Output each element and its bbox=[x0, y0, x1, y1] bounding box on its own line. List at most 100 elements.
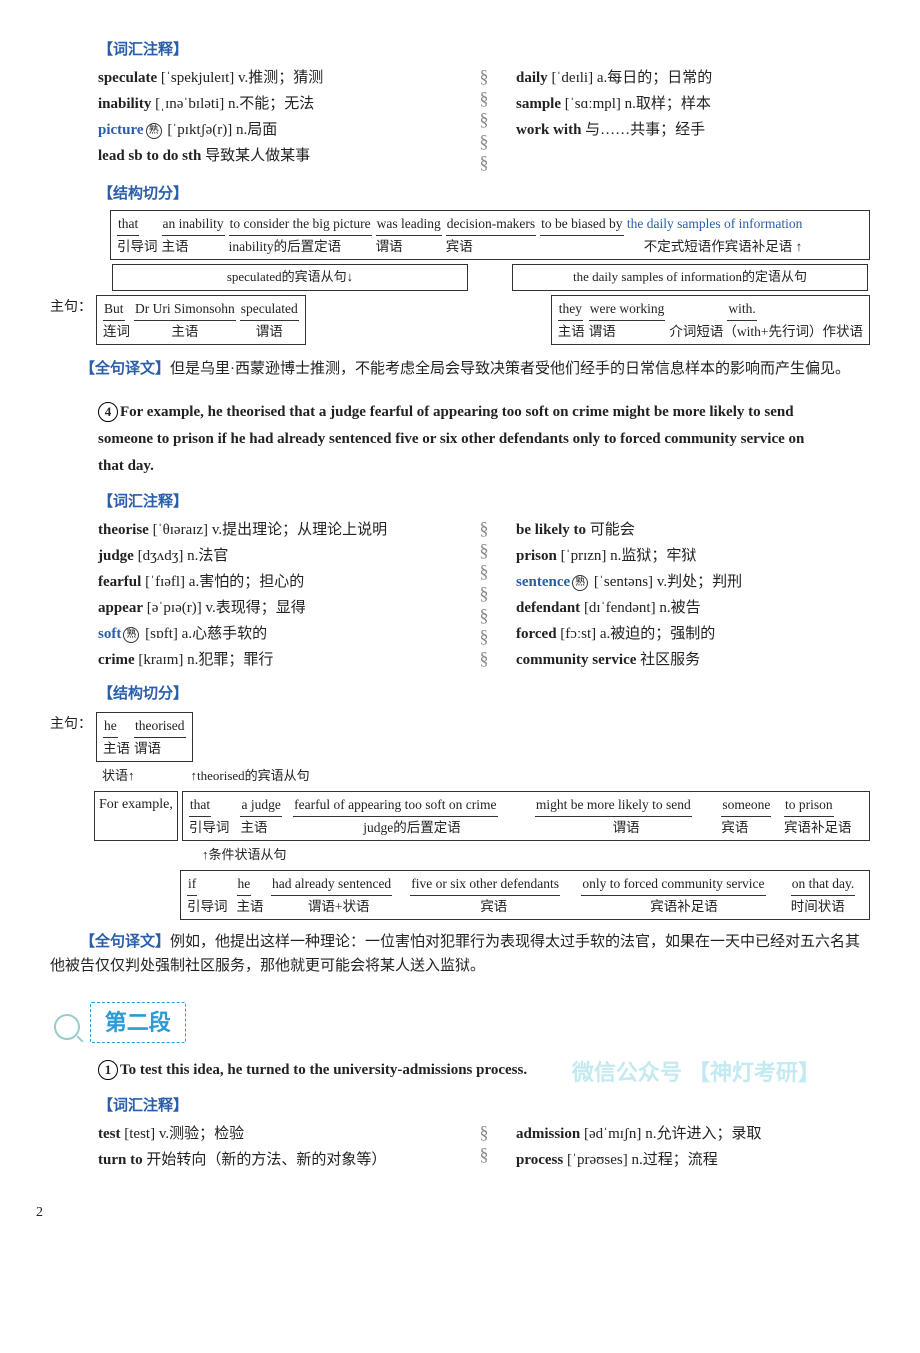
d2r1-4: someone bbox=[721, 794, 771, 817]
d2r2-l1: 主语 bbox=[235, 896, 269, 918]
vocab-item: daily [ˈdeɪli] a.每日的；日常的 bbox=[516, 66, 890, 90]
d1-l2: inability的后置定语 bbox=[227, 236, 374, 258]
d2r2-2: had already sentenced bbox=[271, 873, 392, 896]
d1-that: that bbox=[117, 213, 139, 236]
vocab-head: inability bbox=[98, 96, 151, 112]
vocab-def: v.测验；检验 bbox=[159, 1126, 244, 1142]
d1-mid-left: speculated的宾语从句↓ bbox=[112, 264, 468, 291]
trans-text-2: 例如，他提出这样一种理论：一位害怕对犯罪行为表现得太过手软的法官，如果在一天中已… bbox=[50, 934, 860, 974]
d2r2-l4: 宾语补足语 bbox=[579, 896, 788, 918]
d1b-l0: 连词 bbox=[101, 321, 132, 343]
d1b-l1: 主语 bbox=[132, 321, 238, 343]
d2r1-1: a judge bbox=[240, 794, 281, 817]
vocab-def: n.局面 bbox=[236, 122, 277, 138]
d2r2-4: only to forced community service bbox=[581, 873, 765, 896]
vocab-item: process [ˈprəʊses] n.过程；流程 bbox=[516, 1148, 890, 1172]
vocab-col-left-3: test [test] v.测验；检验 turn to 开始转向（新的方法、新的对… bbox=[98, 1122, 472, 1174]
d1-l5: 不定式短语作宾语补足语 ↑ bbox=[538, 236, 804, 258]
vocab-head: turn to bbox=[98, 1152, 143, 1168]
vocab-block-2: theorise [ˈθɪəraɪz] v.提出理论；从理论上说明judge [… bbox=[98, 518, 890, 674]
vocab-pron: [dɪˈfendənt] bbox=[584, 600, 656, 616]
vocab-item: community service 社区服务 bbox=[516, 648, 890, 672]
d2r2-l5: 时间状语 bbox=[789, 896, 865, 918]
vocab-pron: [ədˈmɪʃn] bbox=[584, 1126, 641, 1142]
vocab-title-3: 【词汇注释】 bbox=[98, 1094, 890, 1118]
d1-l0: 引导词 bbox=[115, 236, 160, 258]
vocab-def: n.取样；样本 bbox=[625, 96, 711, 112]
vocab-pron: [ˈprɪzn] bbox=[561, 548, 607, 564]
vocab-item: sentence熟 [ˈsentəns] v.判处；判刑 bbox=[516, 570, 890, 594]
d1c-l1: 谓语 bbox=[587, 321, 668, 343]
page-number: 2 bbox=[36, 1202, 890, 1224]
d2-adv-box: For example, bbox=[94, 791, 178, 841]
d1-comp: to be biased by bbox=[540, 213, 623, 236]
vocab-pron: [ˌɪnəˈbɪləti] bbox=[155, 96, 224, 112]
vocab-pron: [ˈθɪəraɪz] bbox=[153, 522, 208, 538]
translation-2: 【全句译文】例如，他提出这样一种理论：一位害怕对犯罪行为表现得太过手软的法官，如… bbox=[50, 930, 870, 978]
vocab-def: n.被告 bbox=[659, 600, 700, 616]
vocab-block-3: test [test] v.测验；检验 turn to 开始转向（新的方法、新的对… bbox=[98, 1122, 890, 1174]
d2r2-3: five or six other defendants bbox=[410, 873, 560, 896]
vocab-pron: [ˈdeɪli] bbox=[551, 70, 593, 86]
d2r1-l1: 主语 bbox=[238, 817, 291, 839]
vocab-def: n.犯罪；罪行 bbox=[187, 652, 273, 668]
d1-obj: decision-makers bbox=[446, 213, 536, 236]
d1b-name: Dr Uri Simonsohn bbox=[134, 298, 236, 321]
vocab-pron: [ˈfɪəfl] bbox=[145, 574, 185, 590]
d1b-l2: 谓语 bbox=[238, 321, 301, 343]
vocab-item: soft熟 [sɒft] a.心慈手软的 bbox=[98, 622, 472, 646]
vocab-col-right-1: daily [ˈdeɪli] a.每日的；日常的sample [ˈsɑːmpl]… bbox=[516, 66, 890, 174]
vocab-col-right-3: admission [ədˈmɪʃn] n.允许进入；录取process [ˈp… bbox=[516, 1122, 890, 1174]
vocab-item: test [test] v.测验；检验 bbox=[98, 1122, 472, 1146]
vocab-item: sample [ˈsɑːmpl] n.取样；样本 bbox=[516, 92, 890, 116]
vocab-def: 导致某人做某事 bbox=[205, 148, 310, 164]
d2r1-l0: 引导词 bbox=[187, 817, 239, 839]
d2r2-5: on that day. bbox=[791, 873, 855, 896]
vocab-item: inability [ˌɪnəˈbɪləti] n.不能；无法 bbox=[98, 92, 472, 116]
para-2-title: 第二段 bbox=[90, 1002, 186, 1043]
vocab-item: prison [ˈprɪzn] n.监狱；牢狱 bbox=[516, 544, 890, 568]
d2r2-1: he bbox=[237, 873, 252, 896]
sentence-4: 4For example, he theorised that a judge … bbox=[98, 399, 830, 480]
vocab-def: 开始转向（新的方法、新的对象等） bbox=[146, 1152, 386, 1168]
sentence-p2-1: 1To test this idea, he turned to the uni… bbox=[98, 1057, 830, 1084]
d1-attr: to consider the big picture bbox=[229, 213, 372, 236]
vocab-col-left-1: speculate [ˈspekjuleɪt] v.推测；猜测inability… bbox=[98, 66, 472, 174]
d2r1-5: to prison bbox=[784, 794, 834, 817]
vocab-item: theorise [ˈθɪəraɪz] v.提出理论；从理论上说明 bbox=[98, 518, 472, 542]
vocab-head: prison bbox=[516, 548, 557, 564]
vocab-col-left-2: theorise [ˈθɪəraɪz] v.提出理论；从理论上说明judge [… bbox=[98, 518, 472, 674]
vocab-head: daily bbox=[516, 70, 548, 86]
vocab-item: forced [fɔːst] a.被迫的；强制的 bbox=[516, 622, 890, 646]
d2-theo: theorised bbox=[134, 715, 186, 738]
vocab-divider-2: §§§§§§§ bbox=[472, 518, 496, 674]
vocab-head: work with bbox=[516, 122, 581, 138]
struct-title-1: 【结构切分】 bbox=[98, 182, 890, 206]
d2r1-l2: judge的后置定语 bbox=[291, 817, 533, 839]
sentence-p2-1-text: To test this idea, he turned to the univ… bbox=[120, 1062, 527, 1078]
vocab-head: crime bbox=[98, 652, 135, 668]
vocab-col-right-2: be likely to 可能会prison [ˈprɪzn] n.监狱；牢狱s… bbox=[516, 518, 890, 674]
vocab-head: be likely to bbox=[516, 522, 586, 538]
vocab-def: v.表现得；显得 bbox=[205, 600, 305, 616]
d2-cond-label: ↑条件状语从句 bbox=[200, 843, 870, 868]
vocab-item: picture熟 [ˈpɪktʃə(r)] n.局面 bbox=[98, 118, 472, 142]
vocab-pron: [kraɪm] bbox=[138, 652, 183, 668]
vocab-item: speculate [ˈspekjuleɪt] v.推测；猜测 bbox=[98, 66, 472, 90]
circled-icon: 熟 bbox=[146, 123, 162, 139]
vocab-pron: [əˈpɪə(r)] bbox=[147, 600, 202, 616]
d2r2-l0: 引导词 bbox=[185, 896, 235, 918]
vocab-head: defendant bbox=[516, 600, 580, 616]
d2r2-l2: 谓语+状语 bbox=[269, 896, 408, 918]
d2r2-0: if bbox=[187, 873, 197, 896]
vocab-divider-1: §§§§§ bbox=[472, 66, 496, 174]
vocab-head: sample bbox=[516, 96, 561, 112]
d2r1-2: fearful of appearing too soft on crime bbox=[293, 794, 497, 817]
vocab-def: v.判处；判刑 bbox=[657, 574, 742, 590]
d1-l1: 主语 bbox=[160, 236, 227, 258]
d1c-they: they bbox=[558, 298, 583, 321]
num-p2-1: 1 bbox=[98, 1060, 118, 1080]
vocab-title-1: 【词汇注释】 bbox=[98, 38, 890, 62]
vocab-divider-3: §§ bbox=[472, 1122, 496, 1174]
vocab-head: appear bbox=[98, 600, 143, 616]
